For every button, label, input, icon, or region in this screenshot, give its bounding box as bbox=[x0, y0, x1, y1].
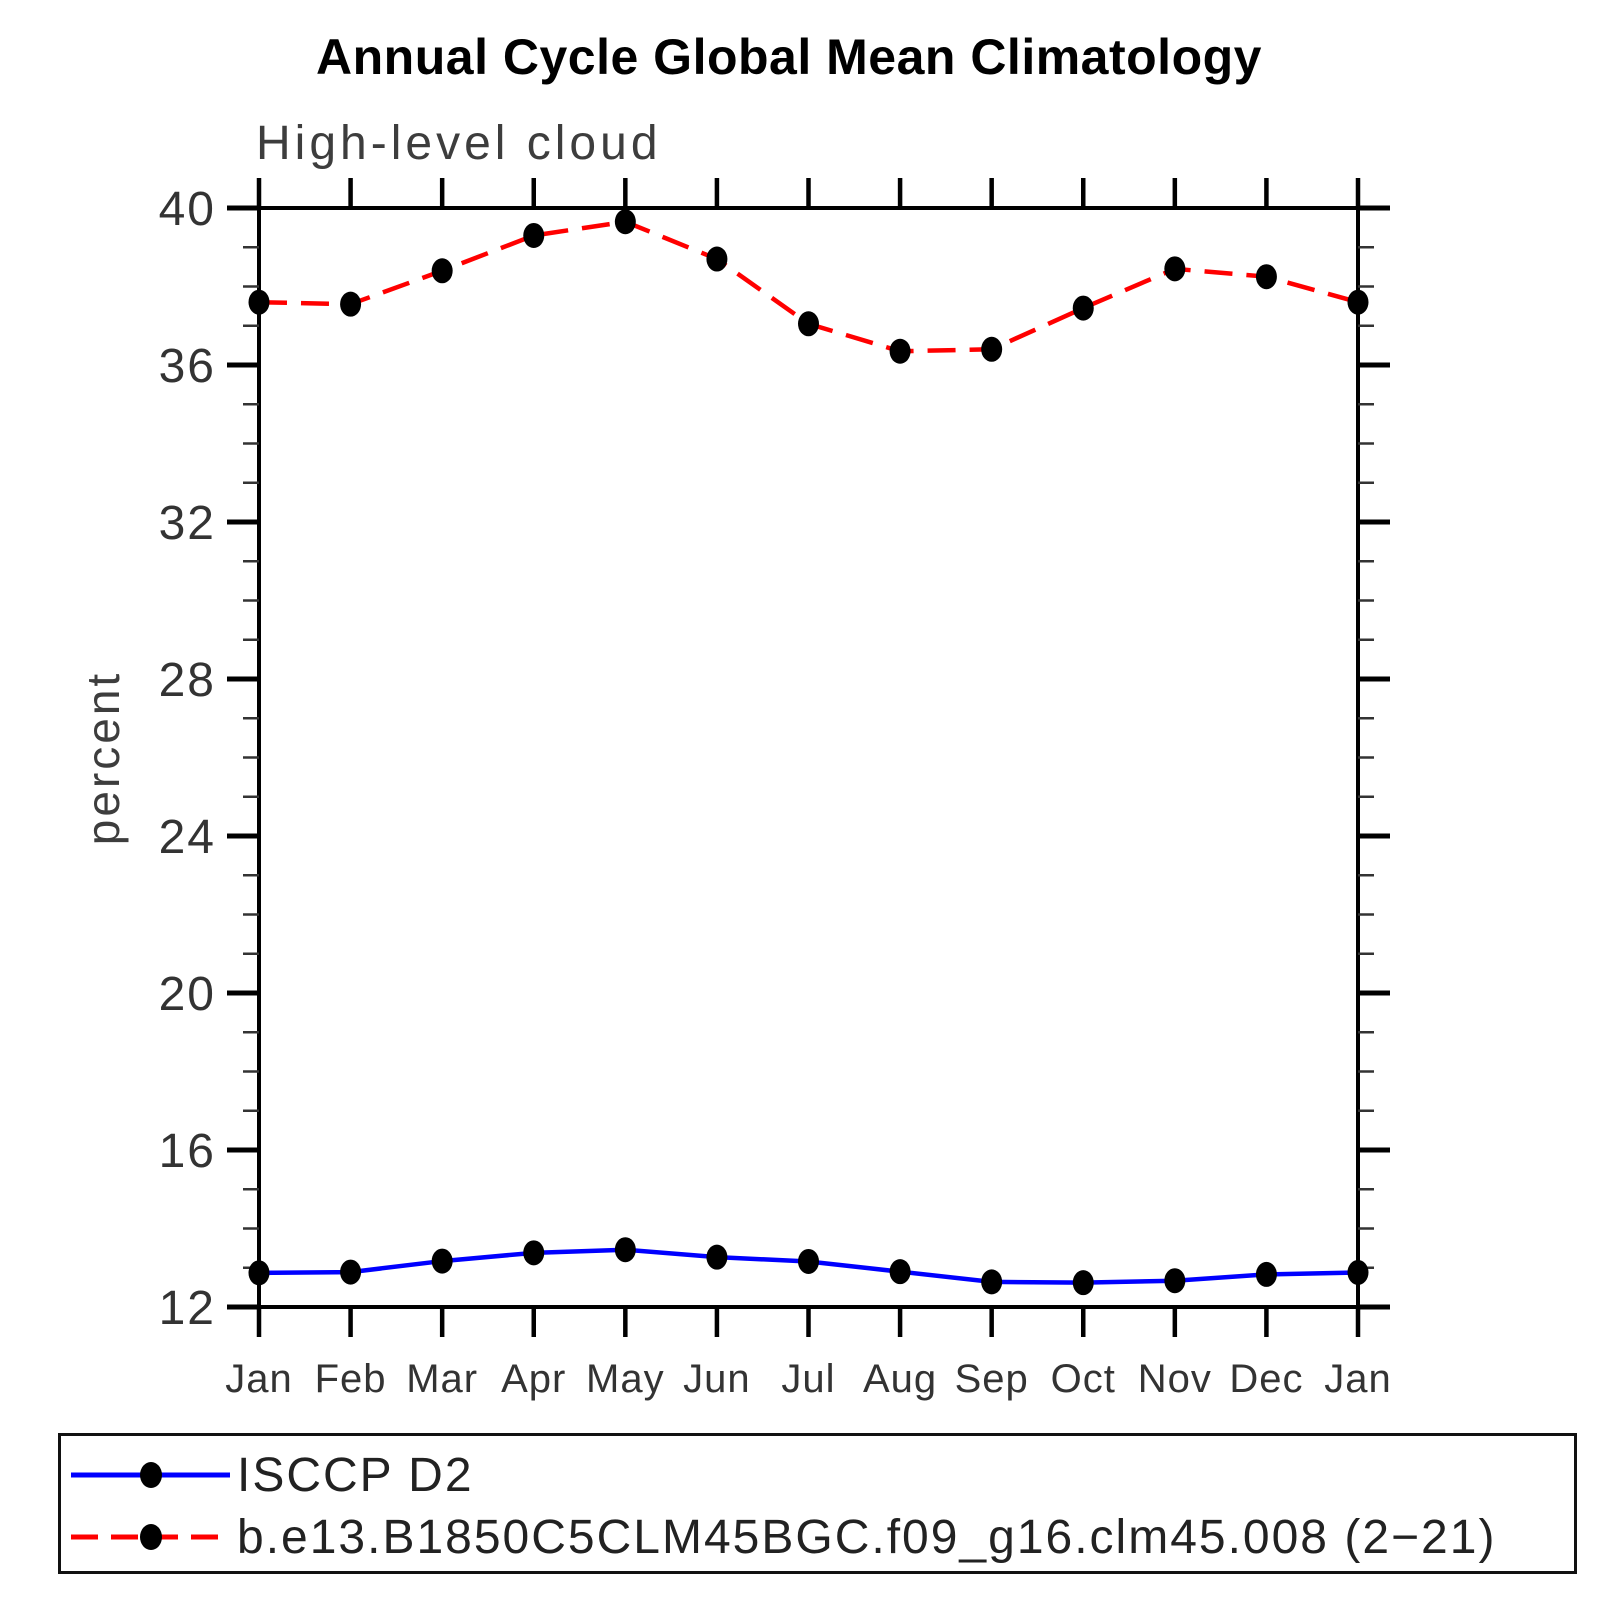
x-tick-label: Jun bbox=[683, 1357, 751, 1401]
y-tick-label: 40 bbox=[159, 183, 216, 236]
data-point-marker bbox=[798, 1248, 819, 1274]
plot-frame bbox=[257, 206, 1360, 1309]
data-point-marker bbox=[523, 1240, 545, 1266]
y-tick-label: 12 bbox=[159, 1282, 216, 1335]
x-tick-label: Jul bbox=[781, 1357, 835, 1401]
data-point-marker bbox=[1347, 289, 1369, 315]
data-point-marker bbox=[248, 1260, 270, 1286]
legend-item-isccp-d2: ISCCP D2 bbox=[67, 1449, 474, 1502]
legend-item-model-run: b.e13.B1850C5CLM45BGC.f09_g16.clm45.008 … bbox=[67, 1511, 1496, 1564]
x-tick-label: Feb bbox=[315, 1357, 387, 1401]
data-point-marker bbox=[706, 246, 728, 272]
data-point-marker bbox=[340, 291, 362, 317]
y-tick-label: 24 bbox=[159, 811, 216, 864]
chart-title: Annual Cycle Global Mean Climatology bbox=[316, 29, 1262, 85]
data-point-marker bbox=[431, 258, 453, 284]
legend-marker-dot bbox=[140, 1524, 162, 1550]
y-tick-label: 28 bbox=[159, 654, 216, 707]
data-point-marker bbox=[248, 289, 270, 315]
x-tick-label: May bbox=[586, 1357, 665, 1401]
data-point-marker bbox=[1255, 1261, 1277, 1287]
x-tick-label: Apr bbox=[501, 1357, 566, 1401]
data-point-marker bbox=[798, 311, 819, 337]
y-tick-label: 32 bbox=[159, 497, 216, 550]
legend-swatch-solid-line bbox=[71, 1462, 230, 1488]
data-point-marker bbox=[614, 209, 636, 235]
x-tick-label: Sep bbox=[955, 1357, 1029, 1401]
legend-swatch-dashed-line bbox=[71, 1524, 230, 1550]
data-point-marker bbox=[889, 338, 911, 364]
data-point-marker bbox=[614, 1237, 636, 1263]
data-point-marker bbox=[889, 1259, 911, 1285]
chart-subtitle: High-level cloud bbox=[256, 117, 662, 170]
x-tick-label: Jan bbox=[1324, 1357, 1392, 1401]
data-point-marker bbox=[706, 1244, 728, 1270]
data-point-marker bbox=[981, 1269, 1003, 1295]
x-tick-label: Dec bbox=[1229, 1357, 1303, 1401]
legend-box: ISCCP D2 b.e13.B1850C5CLM45BGC.f09_g16.c… bbox=[58, 1433, 1577, 1574]
legend-label: ISCCP D2 bbox=[237, 1448, 474, 1502]
x-tick-label: Oct bbox=[1051, 1357, 1116, 1401]
data-point-marker bbox=[340, 1259, 362, 1285]
x-tick-label: Mar bbox=[406, 1357, 478, 1401]
data-point-marker bbox=[1255, 264, 1277, 290]
y-tick-label: 16 bbox=[159, 1125, 216, 1178]
data-point-marker bbox=[1164, 256, 1186, 282]
x-tick-label: Jan bbox=[225, 1357, 293, 1401]
y-tick-label: 20 bbox=[159, 968, 216, 1021]
data-point-marker bbox=[1072, 295, 1094, 321]
y-tick-label: 36 bbox=[159, 340, 216, 393]
data-point-marker bbox=[1347, 1259, 1369, 1285]
data-point-marker bbox=[523, 222, 545, 248]
legend-marker-dot bbox=[140, 1462, 162, 1488]
data-point-marker bbox=[981, 336, 1003, 362]
x-tick-label: Aug bbox=[863, 1357, 937, 1401]
x-tick-label: Nov bbox=[1138, 1357, 1212, 1401]
legend-label: b.e13.B1850C5CLM45BGC.f09_g16.clm45.008 … bbox=[237, 1510, 1497, 1564]
data-point-marker bbox=[1164, 1268, 1186, 1294]
data-point-marker bbox=[1072, 1270, 1094, 1296]
data-point-marker bbox=[431, 1248, 453, 1274]
